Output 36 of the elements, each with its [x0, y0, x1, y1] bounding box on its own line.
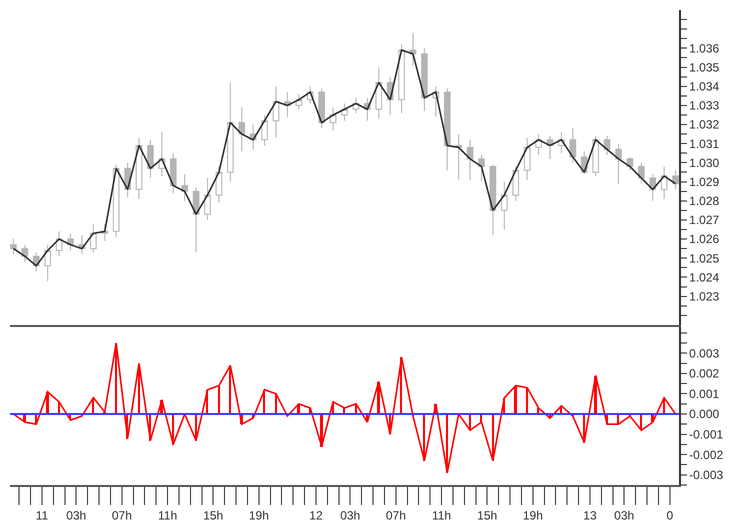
y-tick-label: 1.030 — [689, 156, 720, 170]
x-tick-label: 12 — [309, 508, 323, 522]
y-tick-label: 1.028 — [689, 194, 720, 208]
y-tick-label: 1.034 — [689, 80, 720, 94]
y-tick-label: 1.024 — [689, 270, 720, 284]
y-tick-label: 1.023 — [689, 290, 720, 304]
y-tick-label: 0.000 — [689, 407, 720, 422]
x-tick-label: 15h — [477, 508, 498, 522]
x-tick-label: 07h — [112, 508, 132, 522]
x-tick-label: 11 — [36, 508, 49, 522]
y-tick-label: 1.035 — [689, 60, 720, 74]
y-tick-label: 0.001 — [689, 386, 720, 401]
y-tick-label: 1.027 — [689, 213, 720, 228]
x-tick-label: 13 — [583, 508, 597, 522]
y-tick-label: 1.033 — [689, 98, 720, 113]
y-tick-label: -0.002 — [689, 448, 724, 462]
x-tick-label: 11h — [432, 508, 452, 522]
y-tick-label: 1.026 — [689, 232, 720, 246]
y-tick-label: 1.036 — [689, 41, 720, 56]
y-tick-label: -0.001 — [689, 428, 724, 442]
x-tick-label: 19h — [248, 508, 269, 522]
x-tick-label: 03h — [614, 508, 634, 522]
y-tick-label: 1.029 — [689, 174, 720, 189]
x-tick-label: 15h — [203, 508, 224, 522]
x-tick-label: 07h — [386, 508, 406, 522]
x-tick-label: 19h — [522, 508, 543, 522]
x-tick-label: 0 — [666, 508, 674, 522]
x-tick-label: 11h — [158, 508, 178, 522]
y-tick-label: 1.031 — [689, 136, 720, 151]
x-tick-label: 03h — [340, 508, 360, 522]
x-tick-label: 03h — [66, 508, 86, 522]
y-tick-label: 0.002 — [689, 366, 720, 381]
y-tick-label: 1.025 — [689, 251, 720, 266]
y-tick-label: 1.032 — [689, 118, 720, 132]
y-tick-label: -0.003 — [689, 468, 724, 482]
y-tick-label: 0.003 — [689, 346, 720, 360]
